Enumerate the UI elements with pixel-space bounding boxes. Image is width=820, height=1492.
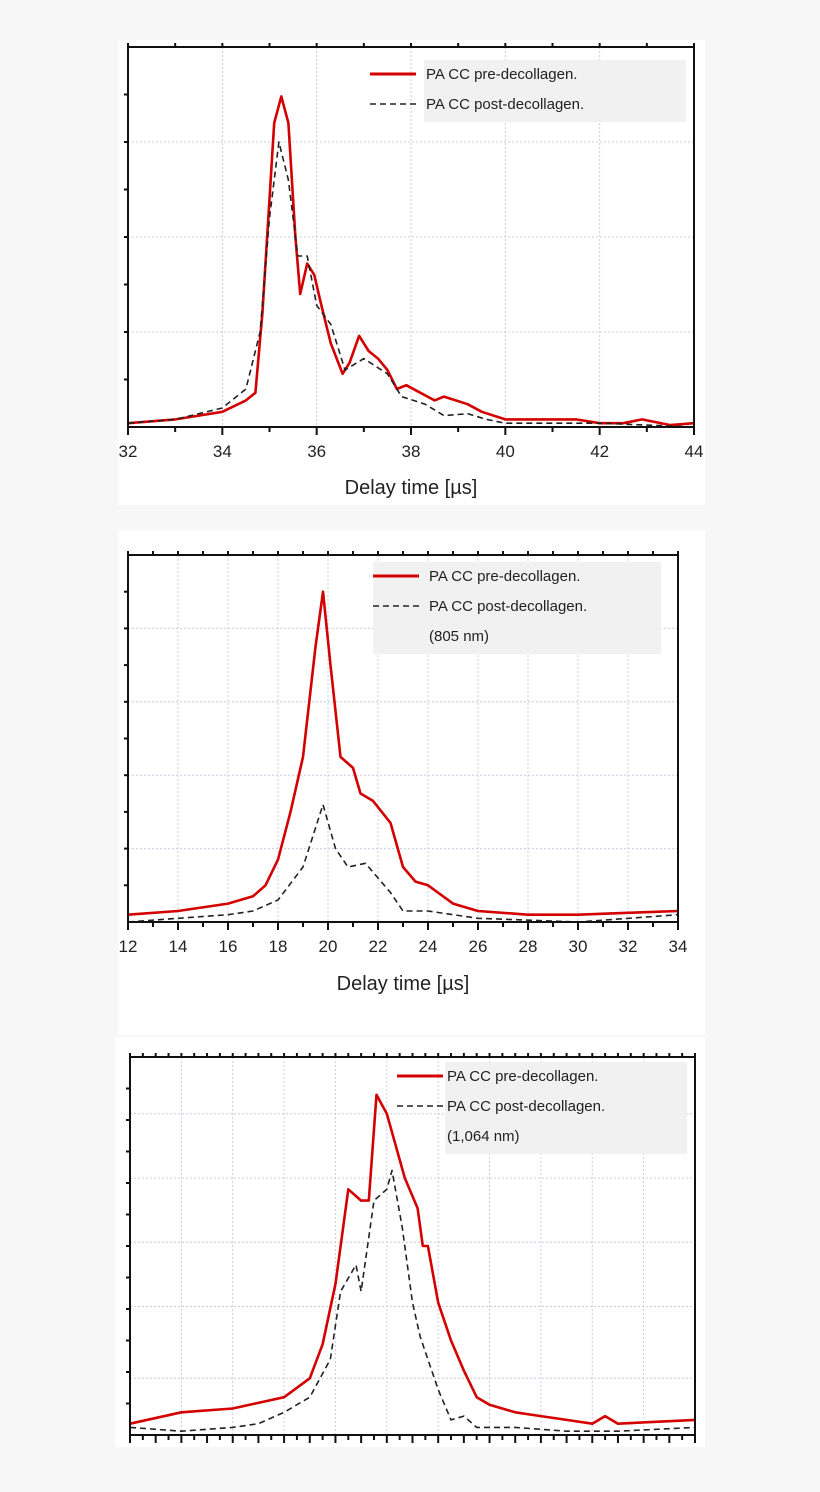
x-tick-label: 40 [496, 442, 515, 461]
x-tick-label: 38 [402, 442, 421, 461]
series-line-post-decollagen [129, 1169, 696, 1432]
x-tick-label: 14 [169, 937, 188, 956]
legend-label: (1,064 nm) [447, 1128, 520, 1145]
series-line-post-decollagen [127, 141, 695, 428]
legend-label: PA CC pre-decollagen. [429, 568, 580, 585]
x-tick-label: 22 [369, 937, 388, 956]
x-tick-label: 18 [269, 937, 288, 956]
legend-box [373, 562, 661, 654]
x-tick-label: 32 [119, 442, 138, 461]
chart-3: PA CC pre-decollagen. PA CC post-decollag… [126, 1053, 696, 1443]
legend-label: PA CC post-decollagen. [429, 598, 587, 615]
x-tick-label: 12 [119, 937, 138, 956]
x-tick-label: 34 [669, 937, 688, 956]
legend-label: PA CC pre-decollagen. [447, 1068, 598, 1085]
legend-label: (805 nm) [429, 628, 489, 645]
x-axis-title: Delay time [µs] [337, 973, 470, 995]
series-line-pre-decollagen [127, 590, 679, 916]
x-tick-label: 28 [519, 937, 538, 956]
x-tick-label: 30 [569, 937, 588, 956]
x-tick-label: 24 [419, 937, 438, 956]
legend-label: PA CC pre-decollagen. [426, 66, 577, 83]
x-tick-label: 20 [319, 937, 338, 956]
x-tick-label: 32 [619, 937, 638, 956]
chart-2: PA CC pre-decollagen. PA CC post-decollag… [119, 551, 688, 995]
legend-label: PA CC post-decollagen. [447, 1098, 605, 1115]
x-tick-label: 36 [307, 442, 326, 461]
chart-1: PA CC pre-decollagen. PA CC post-decollag… [119, 43, 704, 499]
legend-box [424, 60, 686, 122]
x-tick-label: 44 [685, 442, 704, 461]
legend-label: PA CC post-decollagen. [426, 96, 584, 113]
series-line-pre-decollagen [129, 1093, 696, 1425]
x-axis-title: Delay time [µs] [345, 477, 478, 499]
x-tick-label: 42 [590, 442, 609, 461]
x-tick-label: 34 [213, 442, 232, 461]
legend-box [445, 1062, 687, 1154]
x-tick-label: 16 [219, 937, 238, 956]
x-tick-label: 26 [469, 937, 488, 956]
